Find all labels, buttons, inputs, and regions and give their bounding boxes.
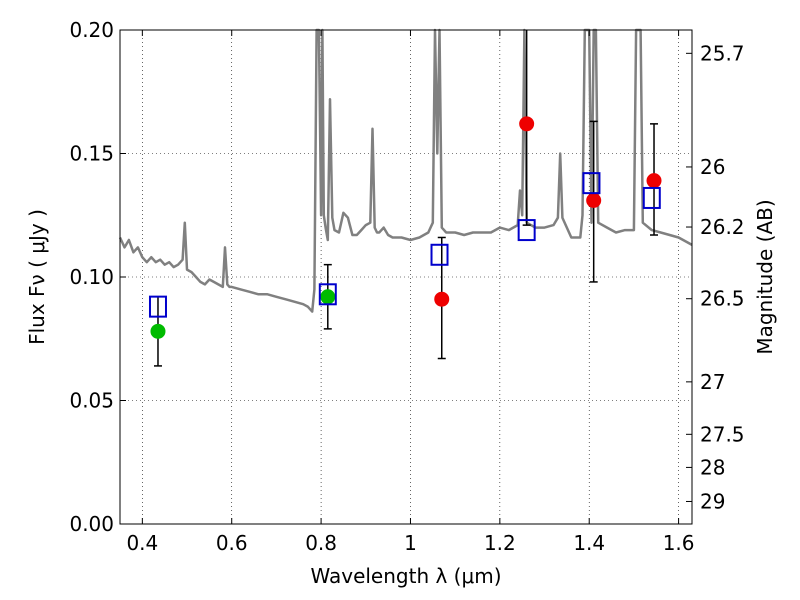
green-circle-point — [150, 323, 166, 339]
blue-square-point — [517, 219, 536, 242]
right-axis-label: Magnitude (AB) — [753, 199, 777, 354]
right-tick-label: 26.2 — [700, 215, 745, 239]
grid-lines — [120, 30, 692, 524]
y-tick-label: 0.05 — [69, 389, 114, 413]
red-circle-point — [646, 173, 662, 189]
red-circle-point — [586, 192, 602, 208]
right-tick-label: 26 — [700, 155, 725, 179]
plot-frame — [119, 29, 693, 525]
blue-square-point — [642, 186, 661, 209]
x-tick-label: 1.6 — [663, 531, 695, 555]
green-circle-point — [320, 289, 336, 305]
x-tick-label: 0.8 — [305, 531, 337, 555]
blue-square-point — [430, 243, 449, 266]
y-tick-label: 0.15 — [69, 142, 114, 166]
blue-square-point — [318, 283, 337, 306]
red-circle-point — [434, 291, 450, 307]
right-tick-label: 25.7 — [700, 41, 745, 65]
model-spectrum-line — [118, 28, 693, 313]
blue-square-point — [582, 172, 601, 195]
right-tick-label: 28 — [700, 455, 725, 479]
y-tick-label: 0.20 — [69, 18, 114, 42]
x-tick-label: 0.4 — [126, 531, 158, 555]
x-tick-label: 0.6 — [216, 531, 248, 555]
y-tick-label: 0.00 — [69, 512, 114, 536]
red-circle-point — [519, 116, 535, 132]
x-tick-label: 1.4 — [573, 531, 605, 555]
y-tick-label: 0.10 — [69, 265, 114, 289]
ticks-layer: 0.4 0.6 0.8 1 1.2 1.4 1.6 0.00 0.05 0.10 0.15 0.20 2… — [69, 18, 744, 555]
right-tick-label: 26.5 — [700, 287, 745, 311]
right-tick-label: 29 — [700, 489, 725, 513]
x-tick-label: 1 — [404, 531, 417, 555]
markers-layer — [148, 116, 662, 339]
x-axis-label: Wavelength λ (μm) — [310, 564, 501, 588]
model-spectrum-layer — [118, 28, 693, 313]
right-tick-label: 27 — [700, 370, 725, 394]
x-tick-label: 1.2 — [484, 531, 516, 555]
y-axis-label: Flux Fν ( μJy ) — [25, 209, 49, 345]
blue-square-point — [148, 295, 167, 318]
right-tick-label: 27.5 — [700, 422, 745, 446]
